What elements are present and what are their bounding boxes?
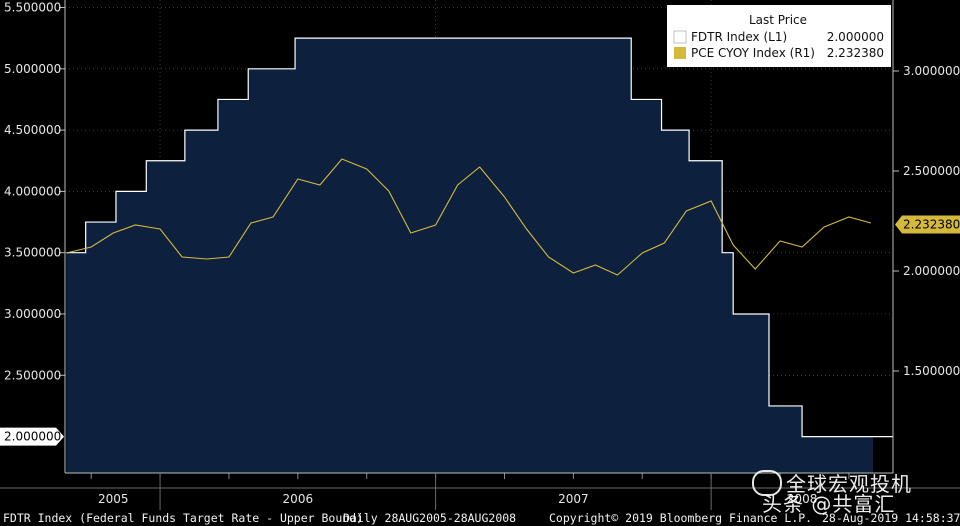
legend-swatch-fdtr [673,30,687,44]
legend-title: Last Price [749,13,807,27]
fdtr-line [66,37,893,438]
right-tick-label: 1.500000 [903,364,960,378]
footer-frequency-range: Daily 28AUG2005-28AUG2008 [343,511,517,525]
right-tick-label: 2.500000 [903,164,960,178]
left-tick-label: 4.000000 [4,184,61,198]
left-last-value-tag: 2.000000 [0,427,64,446]
right-last-value-tag: 2.232380 [895,215,960,234]
left-axis: 2.500000 3.000000 3.500000 4.000000 4.500000… [4,1,65,382]
left-last-value-label: 2.000000 [4,430,61,444]
x-tick-label: 2007 [558,492,589,506]
footer-bar: FDTR Index (Federal Funds Target Rate - … [0,510,960,526]
watermark-line2: 头条 @共富汇 [762,492,896,516]
left-tick-label: 3.000000 [4,307,61,321]
right-tick-label: 3.000000 [903,64,960,78]
legend-swatch-pce [674,47,686,59]
wechat-logo-icon [752,470,782,496]
right-tick-label: 2.000000 [903,264,960,278]
legend-box [667,5,891,67]
x-tick-label: 2005 [98,492,129,506]
x-axis: 2005 2006 2007 2008 [98,492,817,506]
left-tick-label: 5.500000 [4,1,61,15]
left-tick-label: 5.000000 [4,62,61,76]
watermark-line1: 全球宏观投机 [786,472,912,496]
fdtr-area [66,38,894,474]
legend-label-fdtr: FDTR Index (L1) [691,30,787,44]
legend: Last Price FDTR Index (L1) 2.000000 PCE … [667,5,891,67]
left-tick-label: 4.500000 [4,123,61,137]
legend-label-pce: PCE CYOY Index (R1) [691,46,815,60]
chart-canvas: 2.500000 3.000000 3.500000 4.000000 4.500000… [0,0,960,510]
footer-copyright: Copyright© 2019 Bloomberg Finance L.P. [549,511,813,525]
x-tick-label: 2008 [787,492,818,506]
watermark: 全球宏观投机 头条 @共富汇 [752,468,952,516]
right-axis: 1.500000 2.000000 2.500000 3.000000 [893,64,960,378]
footer-series-description: FDTR Index (Federal Funds Target Rate - … [3,511,364,525]
left-tick-label: 2.500000 [4,368,61,382]
pce-line [66,158,872,276]
right-last-value-label: 2.232380 [903,218,960,232]
footer-timestamp: 28-Aug-2019 14:58:37 [822,511,960,525]
legend-value-pce: 2.232380 [827,46,884,60]
x-tick-label: 2006 [283,492,314,506]
legend-value-fdtr: 2.000000 [827,30,884,44]
left-tick-label: 3.500000 [4,246,61,260]
axes [0,0,960,510]
